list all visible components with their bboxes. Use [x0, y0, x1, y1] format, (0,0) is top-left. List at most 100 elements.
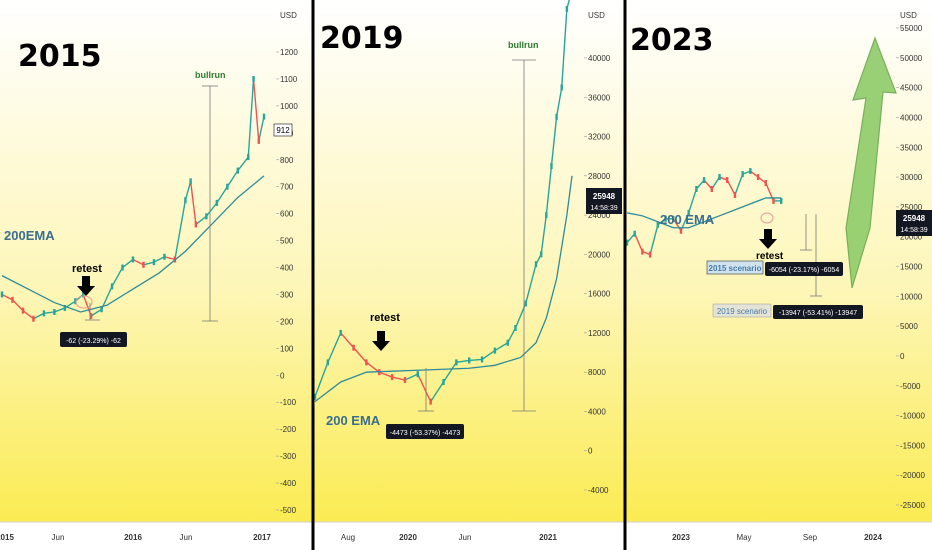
- price-candle: [247, 78, 255, 158]
- price-candle: [153, 256, 165, 263]
- y-tick-label: -4000: [588, 486, 609, 495]
- price-candle: [314, 362, 329, 397]
- retest-arrow-icon: [372, 331, 390, 351]
- y-tick-label: 20000: [588, 250, 611, 259]
- price-candle: [1, 293, 13, 301]
- y-tick-label: 32000: [588, 133, 611, 142]
- chart-panel-2019: 4000036000320002800024000200001600012000…: [313, 0, 625, 550]
- retest-circle: [75, 295, 93, 309]
- price-candle: [550, 116, 558, 167]
- price-candle: [456, 359, 470, 364]
- price-candle: [626, 233, 636, 244]
- x-tick-label: Aug: [341, 533, 355, 542]
- y-tick-label: 10000: [900, 292, 923, 301]
- price-point: [403, 377, 407, 384]
- price-candle: [340, 332, 355, 349]
- y-tick-label: 5000: [900, 322, 918, 331]
- y-tick-label: 800: [280, 156, 294, 165]
- price-candle: [642, 250, 651, 256]
- time-axis-background: [625, 522, 932, 550]
- price-point: [390, 374, 394, 381]
- price-point: [534, 261, 538, 268]
- x-tick-label: Jun: [459, 533, 472, 542]
- price-point: [262, 113, 266, 120]
- price-candle: [525, 264, 537, 304]
- price-point: [247, 154, 250, 161]
- price-point: [633, 230, 636, 237]
- ema-label: 200 EMA: [660, 212, 715, 227]
- price-candle: [695, 179, 705, 190]
- price-point: [455, 359, 458, 366]
- price-point: [416, 371, 419, 378]
- price-point: [82, 291, 85, 298]
- y-tick-label: 400: [280, 264, 294, 273]
- price-point: [545, 212, 548, 219]
- y-tick-label: 0: [588, 447, 593, 456]
- price-candle: [226, 170, 239, 188]
- x-tick-label: Jun: [180, 533, 193, 542]
- drop-badge-text: -4473 (-53.37%) -4473: [390, 430, 461, 437]
- price-point: [480, 356, 484, 363]
- price-point: [236, 167, 239, 174]
- price-point: [429, 398, 432, 405]
- scenario-2019-label: 2019 scenario: [717, 307, 768, 316]
- y-tick-label: -400: [280, 479, 297, 488]
- price-candle: [391, 376, 406, 381]
- price-point: [339, 329, 342, 336]
- y-tick-label: 55000: [900, 24, 923, 33]
- price-point: [42, 310, 46, 317]
- badge-2015-text: -6054 (-23.17%) -6054: [769, 267, 840, 274]
- price-candle: [33, 312, 45, 320]
- x-tick-label: 2020: [399, 533, 417, 542]
- currency-label: USD: [280, 11, 297, 20]
- price-candle: [327, 332, 342, 363]
- price-candle: [122, 258, 134, 269]
- price-tag: [273, 123, 293, 137]
- y-tick-label: 0: [280, 371, 285, 380]
- price-candle: [90, 308, 102, 317]
- drop-badge-text: -62 (-23.29%) -62: [66, 338, 121, 345]
- y-tick-label: 1100: [280, 75, 298, 84]
- x-tick-label: Jun: [52, 533, 65, 542]
- price-point: [131, 256, 135, 263]
- price-point: [11, 296, 14, 303]
- drop-badge: [60, 332, 127, 347]
- price-point: [764, 180, 767, 187]
- price-candle: [734, 173, 744, 196]
- price-candle: [252, 78, 260, 141]
- price-point: [442, 379, 445, 385]
- y-tick-label: 0: [900, 352, 905, 361]
- bullrun-label: bullrun: [195, 70, 226, 80]
- price-point: [550, 163, 553, 169]
- y-tick-label: -500: [280, 506, 297, 515]
- x-tick-label: 2015: [0, 533, 14, 542]
- price-point: [352, 344, 355, 351]
- price-candle: [43, 311, 55, 315]
- price-point: [648, 251, 652, 258]
- price-candle: [657, 218, 666, 226]
- price-candle: [649, 224, 659, 255]
- price-point: [514, 325, 517, 331]
- y-tick-label: 16000: [588, 290, 611, 299]
- price-candle: [672, 218, 682, 232]
- retest-arrow-icon: [759, 229, 777, 249]
- y-tick-label: -25000: [900, 501, 925, 510]
- price-candle: [688, 188, 698, 214]
- price-tag: [586, 188, 622, 214]
- forecast-arrow-icon: [845, 36, 897, 289]
- time-axis-background: [0, 522, 313, 550]
- y-tick-label: -20000: [900, 471, 925, 480]
- price-tag-time: 14:58:39: [590, 205, 617, 212]
- price-point: [702, 177, 706, 184]
- y-tick-label: 35000: [900, 143, 923, 152]
- price-point: [189, 178, 192, 185]
- y-tick-label: 40000: [588, 54, 611, 63]
- price-point: [0, 291, 4, 298]
- y-tick-label: 1000: [280, 102, 298, 111]
- x-tick-label: 2016: [124, 533, 142, 542]
- y-tick-label: 8000: [588, 368, 606, 377]
- price-point: [152, 259, 156, 266]
- price-candle: [189, 181, 197, 225]
- scenario-2015-box: [706, 260, 764, 275]
- y-tick-label: 300: [280, 290, 294, 299]
